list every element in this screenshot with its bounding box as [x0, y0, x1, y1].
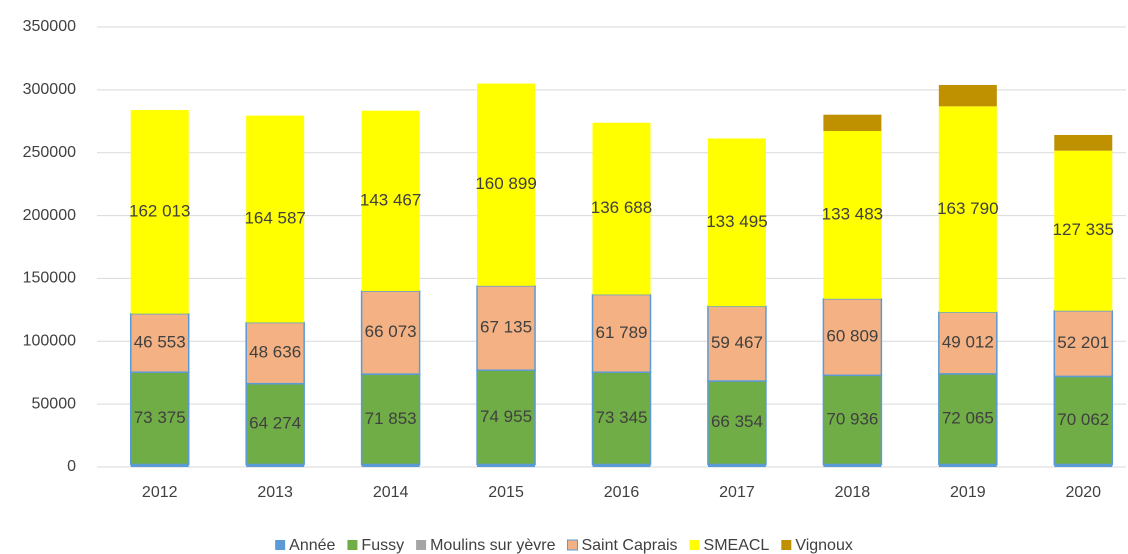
data-label: 46 553: [134, 332, 186, 351]
x-tick-label: 2012: [142, 484, 178, 501]
data-label: 73 345: [596, 408, 648, 427]
bar-segment: [938, 373, 998, 466]
bar-segment: [823, 131, 882, 299]
bar-segment: [592, 464, 651, 467]
data-label: 61 789: [596, 323, 648, 342]
bar-segment: [360, 373, 421, 466]
bar-segment: [707, 380, 767, 466]
legend-swatch: [781, 540, 792, 550]
y-tick-label: 50000: [32, 395, 77, 412]
data-label: 71 853: [365, 409, 417, 428]
data-label: 64 274: [249, 414, 301, 433]
data-label: 136 688: [591, 198, 652, 217]
legend-swatch: [566, 539, 578, 551]
data-label: 48 636: [249, 343, 301, 362]
legend-label: Fussy: [361, 537, 404, 554]
y-tick-label: 300000: [23, 81, 76, 98]
legend-swatch: [275, 540, 286, 550]
legend-swatch: [347, 540, 358, 550]
bar-segment: [246, 464, 305, 467]
bar-segment: [591, 293, 652, 374]
data-label: 163 790: [937, 199, 998, 218]
bar-segment: [361, 464, 420, 467]
bar-segment: [245, 382, 305, 466]
legend-swatch: [689, 540, 700, 550]
data-label: 70 062: [1057, 410, 1109, 429]
data-label: 133 495: [706, 212, 767, 231]
data-label: 133 483: [822, 204, 883, 223]
data-label: 66 354: [711, 412, 763, 431]
bar-segment: [1054, 134, 1113, 151]
y-tick-label: 100000: [23, 333, 76, 350]
bar-segment: [592, 122, 651, 295]
data-label: 127 335: [1053, 220, 1114, 239]
data-label: 74 955: [480, 407, 532, 426]
bar-segment: [823, 464, 882, 467]
legend-label: Vignoux: [795, 537, 853, 554]
bar-segment: [361, 110, 420, 292]
data-label: 143 467: [360, 190, 421, 209]
x-tick-label: 2016: [604, 484, 640, 501]
x-tick-label: 2013: [257, 484, 293, 501]
bar-segment: [477, 83, 536, 286]
data-label: 72 065: [942, 409, 994, 428]
bar-segment: [707, 464, 766, 467]
data-label: 66 073: [365, 322, 417, 341]
x-tick-label: 2015: [488, 484, 524, 501]
x-tick-label: 2018: [835, 484, 871, 501]
bar-segment: [360, 290, 421, 375]
bar-segment: [245, 321, 305, 385]
data-label: 73 375: [134, 408, 186, 427]
bar-segment: [938, 464, 997, 467]
bar-segment: [707, 138, 766, 307]
x-tick-label: 2019: [950, 484, 986, 501]
data-label: 59 467: [711, 333, 763, 352]
legend-swatch: [416, 540, 427, 550]
legend-label: SMEACL: [704, 537, 770, 554]
bar-segment: [477, 464, 536, 467]
y-tick-label: 200000: [23, 207, 76, 224]
data-label: 52 201: [1057, 333, 1109, 352]
legend-label: Année: [289, 537, 335, 554]
bar-segment: [1054, 150, 1113, 311]
bar-segment: [246, 115, 305, 323]
bar-segment: [707, 305, 767, 382]
legend-label: Moulins sur yèvre: [430, 537, 555, 554]
bar-segment: [1053, 375, 1114, 466]
data-label: 164 587: [244, 209, 305, 228]
bar-segment: [476, 369, 536, 466]
bar-segment: [823, 114, 882, 132]
data-label: 162 013: [129, 201, 190, 220]
y-tick-label: 350000: [23, 18, 76, 35]
bar-segment: [129, 371, 190, 466]
y-tick-label: 150000: [23, 270, 76, 287]
x-tick-label: 2014: [373, 484, 409, 501]
bar-segment: [1054, 464, 1113, 467]
x-tick-label: 2020: [1065, 484, 1101, 501]
legend-label: Saint Caprais: [581, 537, 677, 554]
bar-segment: [476, 285, 536, 371]
bar-segment: [1053, 310, 1114, 378]
bar-segment: [130, 110, 189, 314]
bar-segment: [822, 298, 883, 377]
data-label: 160 899: [475, 174, 536, 193]
bar-segment: [938, 106, 997, 313]
bar-segment: [938, 84, 997, 107]
bar-segment: [130, 464, 189, 467]
data-label: 70 936: [826, 409, 878, 428]
data-label: 67 135: [480, 318, 532, 337]
data-label: 60 809: [826, 327, 878, 346]
y-tick-label: 0: [67, 458, 76, 475]
data-label: 49 012: [942, 333, 994, 352]
y-tick-label: 250000: [23, 144, 76, 161]
x-tick-label: 2017: [719, 484, 755, 501]
